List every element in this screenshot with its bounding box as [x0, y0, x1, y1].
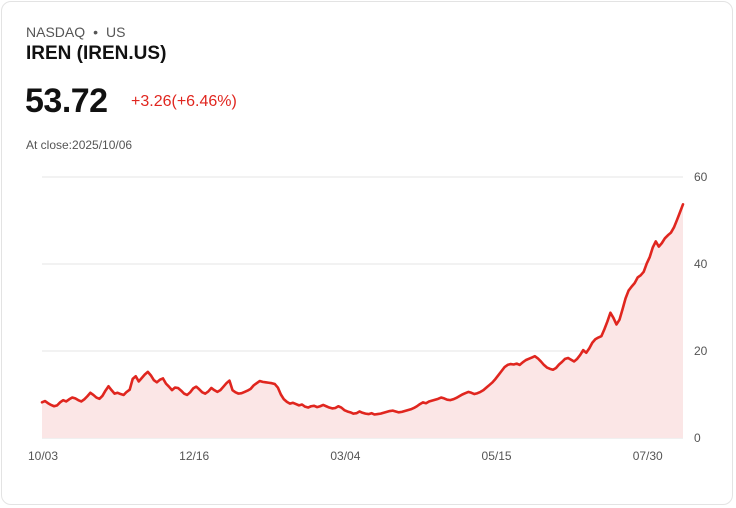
y-tick-label: 40: [694, 257, 708, 271]
y-tick-label: 60: [694, 170, 708, 184]
price-line: [40, 203, 685, 416]
price-area-fill: [42, 204, 683, 438]
close-date: At close:2025/10/06: [26, 138, 133, 152]
last-price: 53.72: [25, 82, 108, 120]
x-tick-label: 03/04: [330, 449, 360, 463]
y-tick-label: 20: [694, 344, 708, 358]
separator-dot: •: [93, 24, 99, 40]
x-tick-label: 12/16: [179, 449, 209, 463]
price-change: +3.26(+6.46%): [131, 93, 237, 110]
market-name: US: [106, 24, 126, 40]
exchange-line: NASDAQ • US: [26, 24, 125, 40]
y-tick-label: 0: [694, 431, 701, 445]
x-tick-label: 07/30: [633, 449, 663, 463]
exchange-name: NASDAQ: [26, 24, 86, 40]
x-tick-label: 10/03: [28, 449, 58, 463]
stock-title: IREN (IREN.US): [26, 43, 167, 64]
x-tick-label: 05/15: [482, 449, 512, 463]
